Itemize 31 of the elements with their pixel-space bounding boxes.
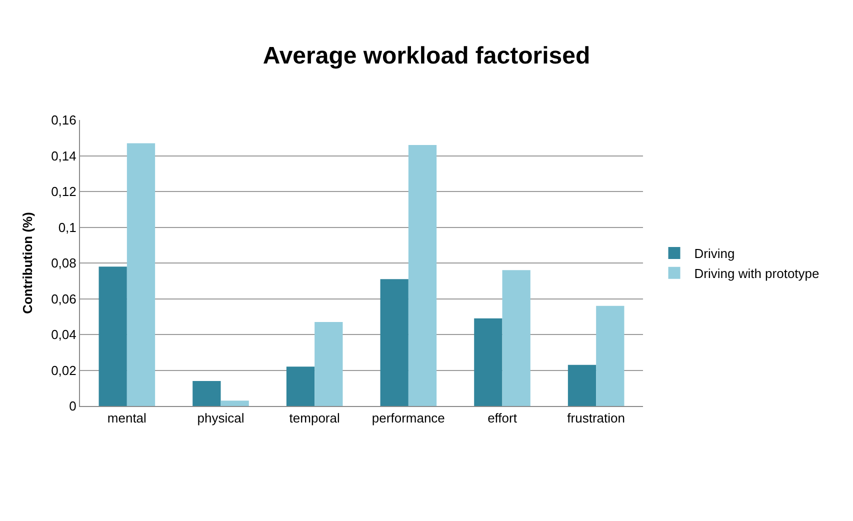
bar <box>474 318 502 406</box>
y-tick-label: 0,08 <box>51 256 76 271</box>
bar <box>192 380 221 406</box>
y-tick-label: 0 <box>69 398 76 414</box>
bar <box>408 145 437 406</box>
y-tick-label: 0,02 <box>51 362 76 378</box>
bar <box>596 306 624 406</box>
bar <box>126 143 156 406</box>
x-tick-label: temporal <box>289 410 340 426</box>
bar <box>568 364 596 406</box>
bar <box>502 270 530 406</box>
chart-title: Average workload factorised <box>262 42 590 70</box>
y-tick-label: 0,16 <box>51 112 76 128</box>
bar <box>314 322 343 406</box>
bar <box>380 279 408 406</box>
x-tick-label: physical <box>197 410 244 426</box>
y-axis-title: Contribution (%) <box>20 212 36 314</box>
y-tick-label: 0,12 <box>51 184 76 200</box>
x-tick-label: performance <box>372 410 445 426</box>
bar <box>286 366 315 406</box>
y-tick-label: 0,14 <box>51 148 76 164</box>
x-tick-label: effort <box>488 410 518 426</box>
bar <box>98 266 127 406</box>
legend-label: Driving with prototype <box>694 266 820 281</box>
y-tick-label: 0,1 <box>58 220 76 235</box>
y-tick-label: 0,06 <box>51 291 76 306</box>
bar <box>220 400 249 406</box>
y-tick-label: 0,04 <box>51 327 76 342</box>
x-tick-label: mental <box>107 410 147 426</box>
legend-label: Driving <box>694 246 735 262</box>
x-tick-label: frustration <box>567 410 625 426</box>
